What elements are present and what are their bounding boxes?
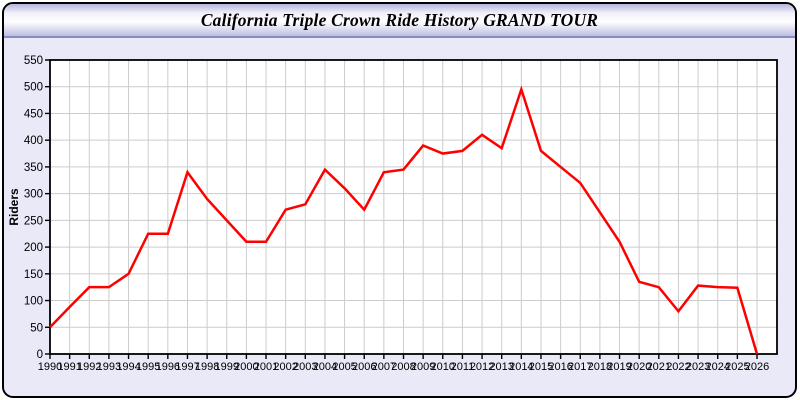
svg-text:1995: 1995 [136, 361, 160, 373]
grid-lines [50, 60, 777, 354]
svg-text:2024: 2024 [705, 361, 729, 373]
svg-text:2022: 2022 [666, 361, 690, 373]
svg-text:400: 400 [24, 135, 43, 147]
plot-background [50, 60, 777, 354]
svg-text:2005: 2005 [332, 361, 356, 373]
svg-text:550: 550 [24, 55, 43, 67]
svg-text:2017: 2017 [568, 361, 592, 373]
svg-text:2026: 2026 [745, 361, 769, 373]
plot-border [49, 59, 778, 355]
svg-text:500: 500 [24, 82, 43, 94]
riders-line-chart: 0501001502002503003504004505005501990199… [7, 55, 778, 373]
svg-text:1991: 1991 [57, 361, 81, 373]
svg-text:2003: 2003 [293, 361, 317, 373]
svg-text:2020: 2020 [627, 361, 651, 373]
svg-text:2002: 2002 [273, 361, 297, 373]
svg-text:1998: 1998 [195, 361, 219, 373]
svg-text:2008: 2008 [391, 361, 415, 373]
svg-text:2000: 2000 [234, 361, 258, 373]
y-axis-ticks-labels: 0 50 100 150 200 250 300 350 400 450 500 550 [24, 55, 50, 361]
svg-text:250: 250 [24, 215, 43, 227]
svg-text:1996: 1996 [156, 361, 180, 373]
svg-text:150: 150 [24, 269, 43, 281]
y-axis-title: Riders [7, 188, 21, 226]
svg-text:2007: 2007 [372, 361, 396, 373]
svg-text:2025: 2025 [725, 361, 749, 373]
svg-text:2018: 2018 [588, 361, 612, 373]
svg-text:2023: 2023 [686, 361, 710, 373]
svg-text:100: 100 [24, 296, 43, 308]
svg-text:2012: 2012 [470, 361, 494, 373]
svg-text:2010: 2010 [431, 361, 455, 373]
svg-text:2006: 2006 [352, 361, 376, 373]
svg-text:2013: 2013 [489, 361, 513, 373]
svg-text:1994: 1994 [116, 361, 140, 373]
chart-title: California Triple Crown Ride History GRA… [200, 9, 599, 30]
svg-text:200: 200 [24, 242, 43, 254]
svg-text:1992: 1992 [77, 361, 101, 373]
svg-text:2021: 2021 [647, 361, 671, 373]
x-axis-ticks-labels: 1990199119921993199419951996199719981999… [38, 354, 769, 373]
svg-text:2014: 2014 [509, 361, 533, 373]
svg-text:2009: 2009 [411, 361, 435, 373]
svg-text:350: 350 [24, 162, 43, 174]
svg-text:2019: 2019 [607, 361, 631, 373]
svg-text:2004: 2004 [313, 361, 337, 373]
svg-text:2015: 2015 [529, 361, 553, 373]
svg-text:0: 0 [37, 349, 43, 361]
title-bar: California Triple Crown Ride History GRA… [4, 4, 795, 38]
riders-series-line [49, 85, 759, 355]
chart-area: 0 50 100 150 200 250 300 350 400 450 500 550 1990 199… [4, 40, 795, 396]
svg-text:2011: 2011 [451, 361, 475, 373]
svg-text:1990: 1990 [38, 361, 62, 373]
svg-text:2016: 2016 [548, 361, 572, 373]
svg-text:1993: 1993 [97, 361, 121, 373]
svg-text:1999: 1999 [215, 361, 239, 373]
svg-text:2001: 2001 [254, 361, 278, 373]
svg-text:50: 50 [30, 322, 43, 334]
svg-text:450: 450 [24, 108, 43, 120]
svg-text:300: 300 [24, 189, 43, 201]
svg-text:1997: 1997 [175, 361, 199, 373]
